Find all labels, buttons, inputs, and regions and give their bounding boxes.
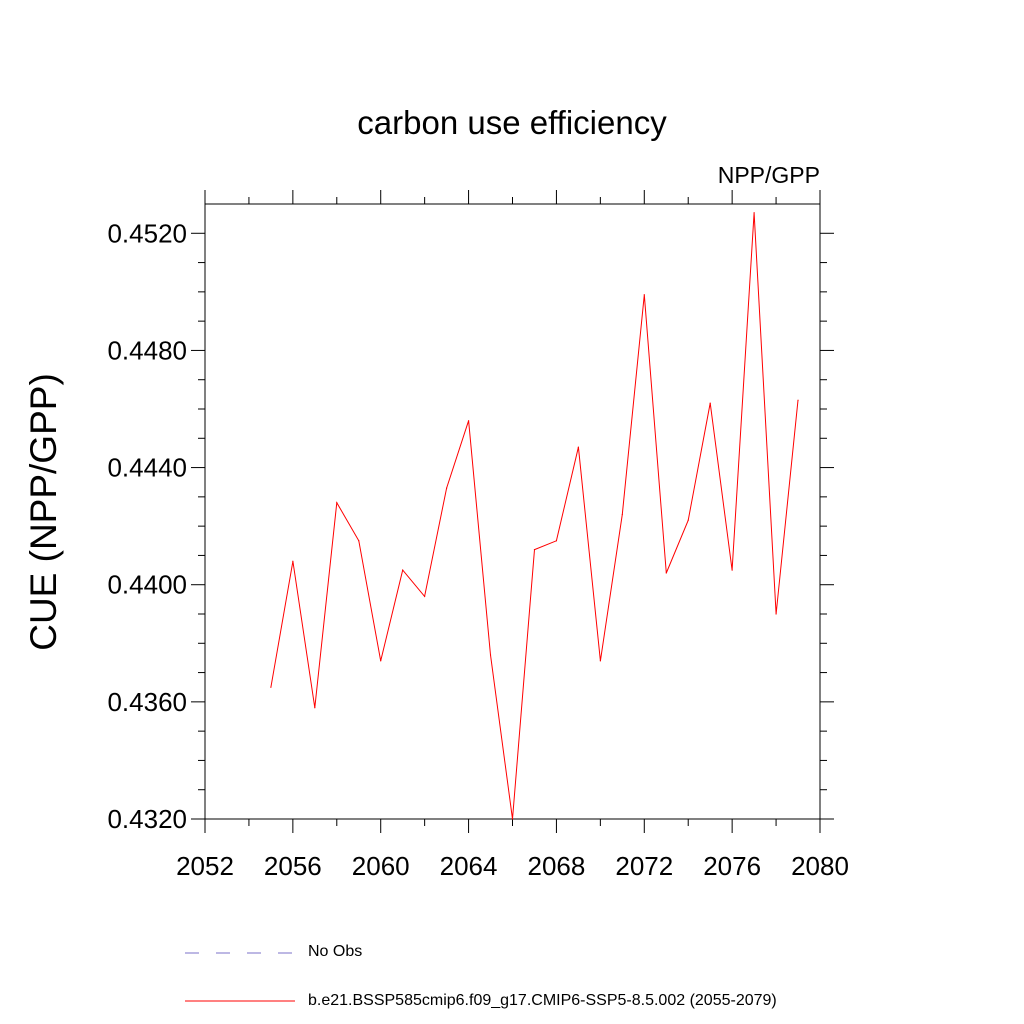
x-tick-label: 2056 bbox=[264, 851, 322, 881]
data-point bbox=[621, 513, 623, 516]
y-tick-label: 0.4360 bbox=[107, 687, 187, 717]
data-point bbox=[665, 572, 667, 574]
chart-title: carbon use efficiency bbox=[357, 104, 667, 141]
data-point bbox=[533, 548, 536, 551]
legend-label-no-obs: No Obs bbox=[308, 943, 363, 960]
data-point bbox=[467, 420, 470, 422]
x-tick-label: 2072 bbox=[615, 851, 673, 881]
data-point bbox=[336, 502, 338, 504]
y-tick-label: 0.4440 bbox=[107, 453, 187, 483]
x-tick-label: 2064 bbox=[440, 851, 498, 881]
legend bbox=[185, 952, 295, 1002]
y-tick-label: 0.4400 bbox=[107, 570, 187, 600]
data-point bbox=[775, 613, 777, 615]
data-point bbox=[489, 654, 492, 656]
data-point bbox=[577, 446, 579, 448]
x-tick-label: 2052 bbox=[176, 851, 234, 881]
tick-labels: 2052 2056 2060 2064 2068 2072 2076 2080 0.4320 0.… bbox=[107, 218, 848, 881]
data-point bbox=[555, 540, 558, 542]
y-axis-label: CUE (NPP/GPP) bbox=[23, 373, 64, 651]
y-tick-label: 0.4320 bbox=[107, 804, 187, 834]
data-point bbox=[511, 818, 514, 820]
y-tick-label: 0.4480 bbox=[107, 335, 187, 365]
x-tick-label: 2076 bbox=[703, 851, 761, 881]
data-point bbox=[358, 540, 360, 542]
data-lines bbox=[270, 212, 799, 820]
axis-ticks bbox=[191, 190, 834, 833]
data-point bbox=[314, 707, 316, 709]
y-tick-label: 0.4520 bbox=[107, 218, 187, 248]
legend-label-model: b.e21.BSSP585cmip6.f09_g17.CMIP6-SSP5-8.… bbox=[308, 992, 777, 1009]
data-point bbox=[292, 560, 294, 562]
data-point bbox=[599, 660, 601, 662]
data-point bbox=[731, 569, 733, 571]
data-point bbox=[424, 595, 426, 598]
data-point bbox=[446, 487, 448, 489]
data-point bbox=[797, 399, 799, 401]
x-tick-label: 2068 bbox=[528, 851, 586, 881]
data-point bbox=[753, 212, 755, 214]
data-point bbox=[402, 569, 404, 571]
series-line bbox=[270, 212, 799, 820]
x-tick-label: 2080 bbox=[791, 851, 849, 881]
chart-subtitle: NPP/GPP bbox=[717, 162, 820, 188]
x-tick-label: 2060 bbox=[352, 851, 410, 881]
data-point bbox=[270, 686, 272, 688]
plot-frame bbox=[204, 203, 821, 820]
data-point bbox=[643, 294, 645, 296]
data-point bbox=[380, 660, 382, 662]
data-point bbox=[687, 519, 689, 521]
data-point bbox=[709, 402, 711, 404]
